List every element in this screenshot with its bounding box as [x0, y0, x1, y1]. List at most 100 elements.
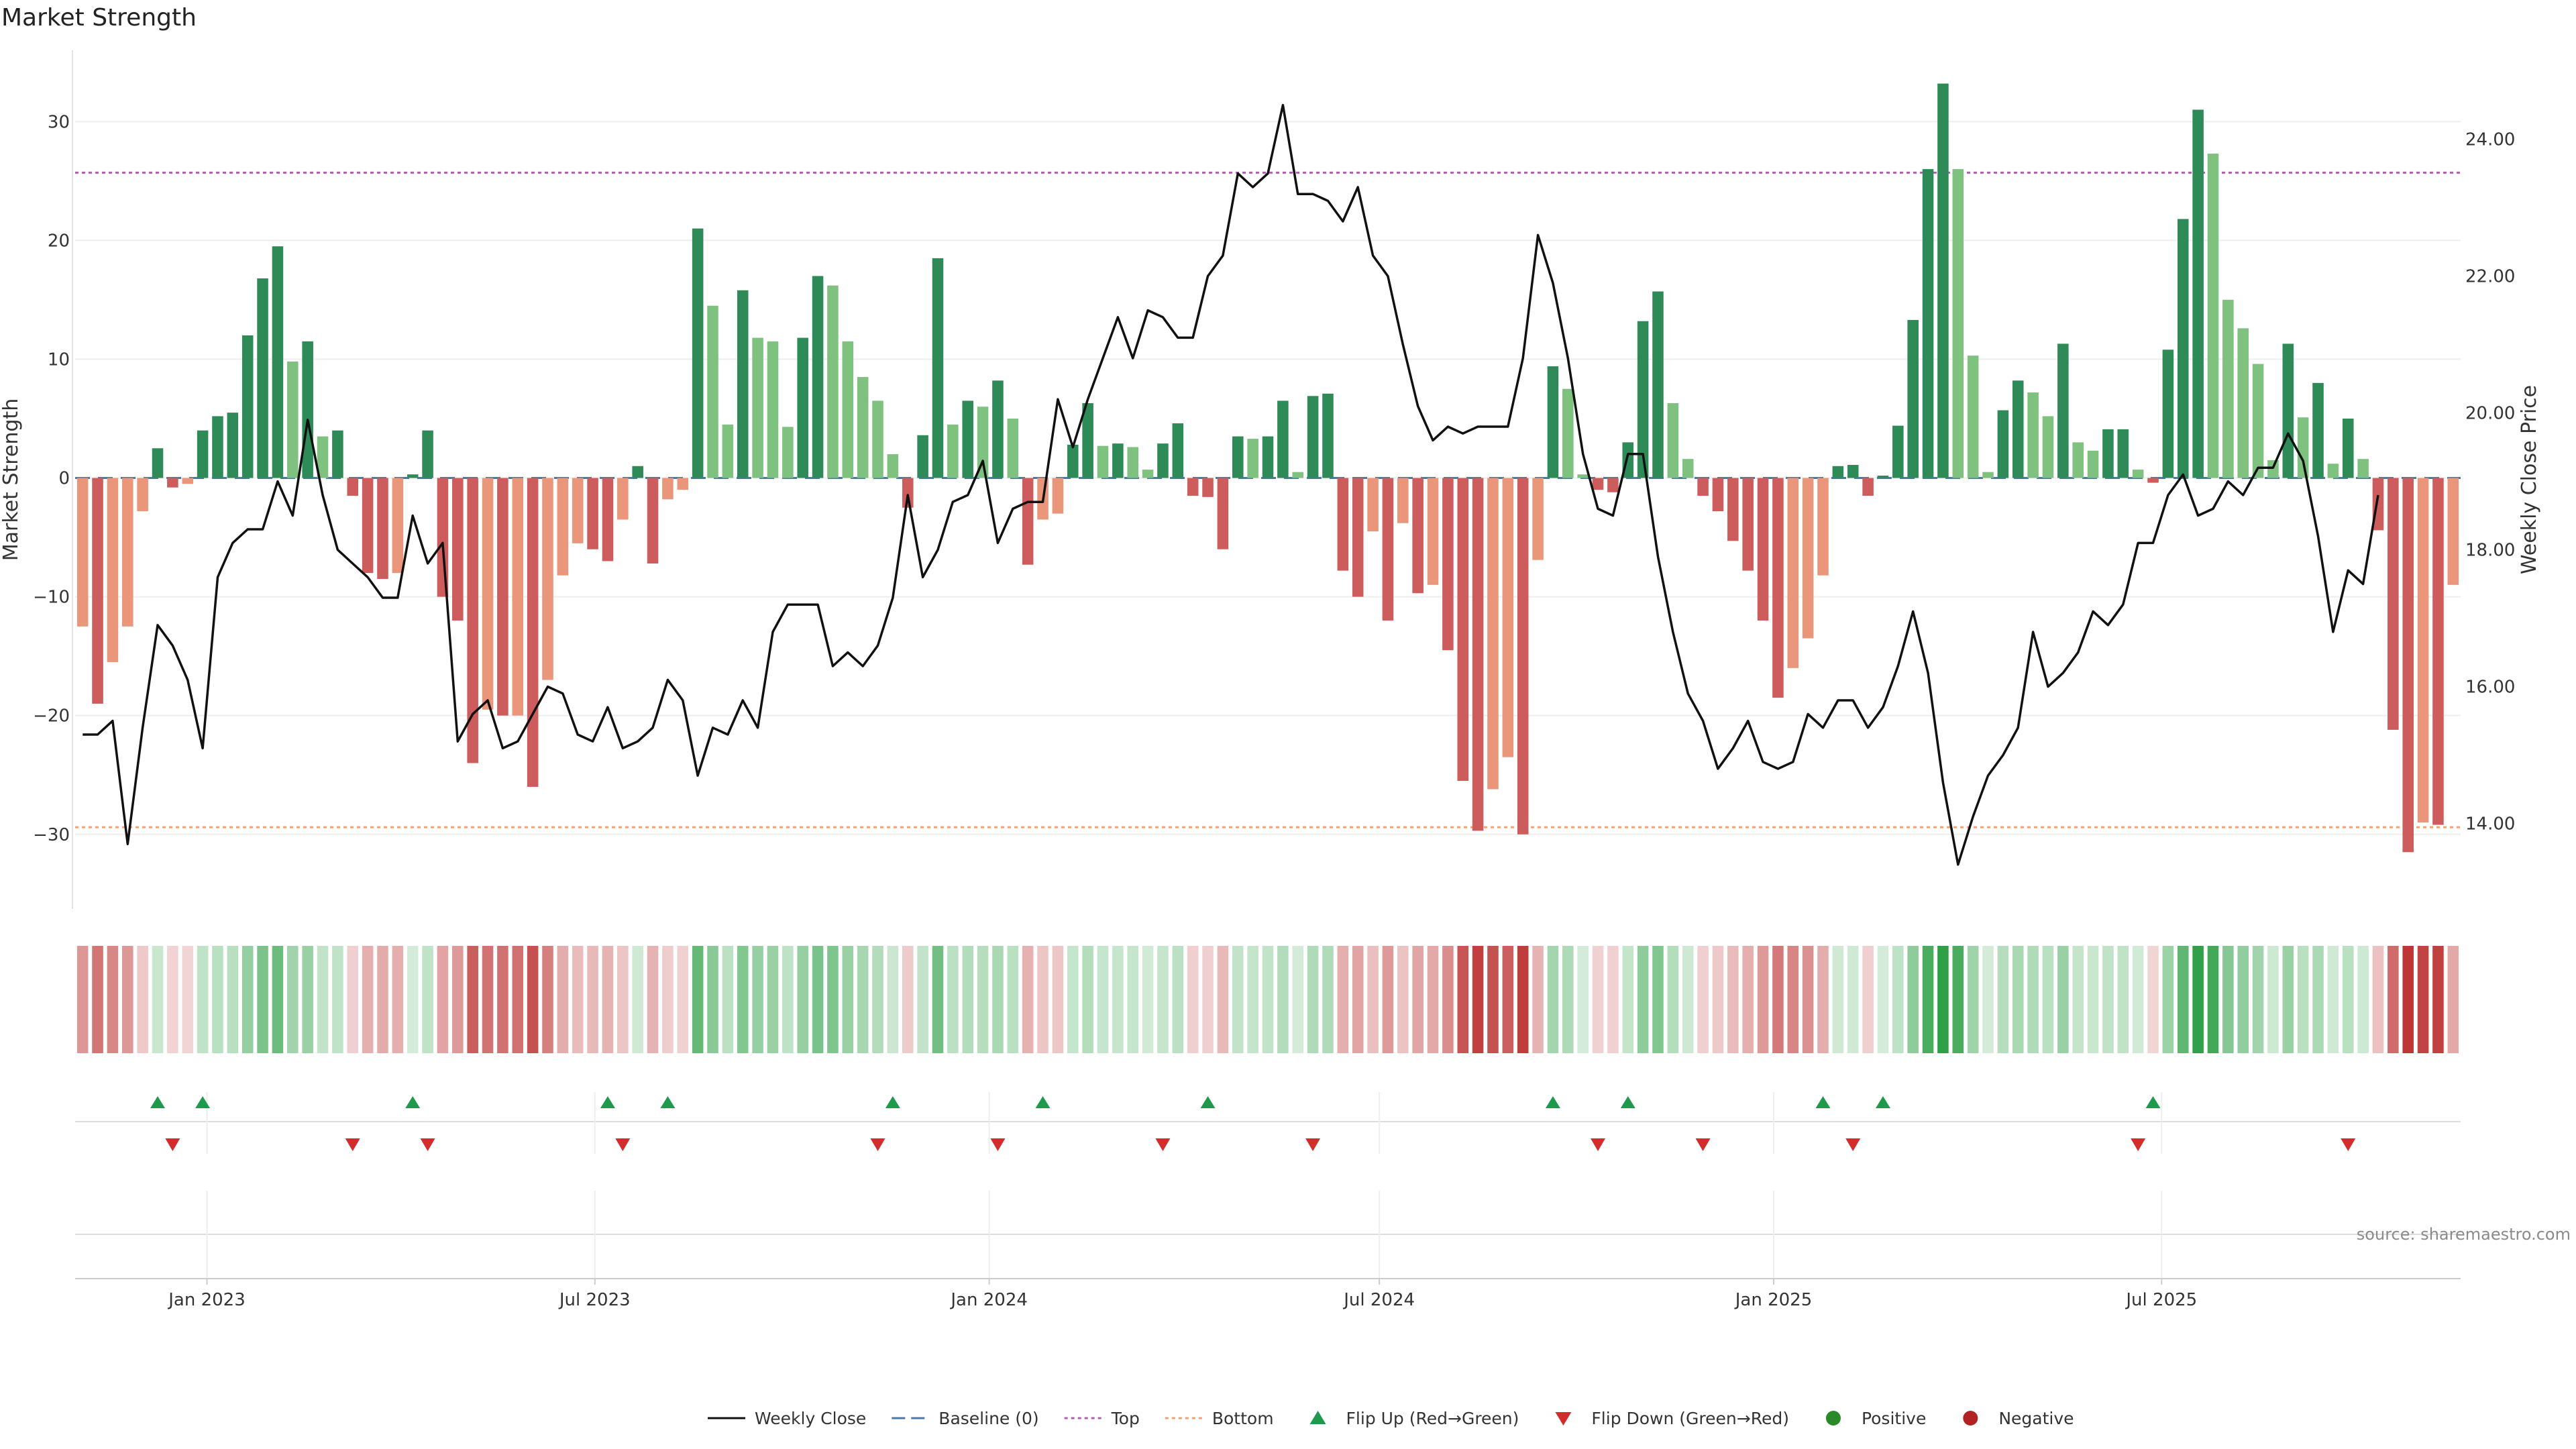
heat-cell [572, 946, 584, 1053]
heat-cell [2237, 946, 2249, 1053]
y-tick-label: 30 [48, 112, 70, 132]
heat-cell [1697, 946, 1709, 1053]
heat-cell [422, 946, 433, 1053]
heat-cell [782, 946, 794, 1053]
strength-bar [2087, 450, 2099, 478]
heat-cell [1967, 946, 1979, 1053]
strength-bar [1517, 478, 1529, 835]
strength-bar [2447, 478, 2459, 585]
flip-up-marker [195, 1096, 211, 1108]
heat-cell [2162, 946, 2174, 1053]
heat-cell [362, 946, 374, 1053]
heat-cell [2072, 946, 2084, 1053]
strength-bar [602, 478, 614, 561]
strength-bar [707, 305, 718, 478]
x-tick-label: Jul 2025 [2125, 1290, 2197, 1310]
y2-tick-label: 14.00 [2465, 814, 2515, 835]
heat-cell [737, 946, 749, 1053]
x-tick-label: Jan 2024 [949, 1290, 1028, 1310]
heat-cell [902, 946, 914, 1053]
flip-down-marker [990, 1138, 1006, 1151]
strength-bar [302, 341, 313, 478]
legend-label: Flip Down (Green→Red) [1591, 1409, 1789, 1428]
heat-cell [2207, 946, 2219, 1053]
strength-bar [692, 228, 704, 478]
heat-cell [347, 946, 359, 1053]
strength-bar [332, 430, 343, 478]
strength-bar [1457, 478, 1469, 782]
heat-cell [1562, 946, 1574, 1053]
heat-cell [722, 946, 734, 1053]
heat-cell [962, 946, 973, 1053]
strength-bar [1952, 169, 1964, 478]
heat-cell [452, 946, 464, 1053]
y-axis-label: Market Strength [0, 398, 23, 561]
heat-cell [1907, 946, 1919, 1053]
strength-bar [617, 478, 629, 520]
legend-label: Negative [1998, 1409, 2074, 1428]
strength-bar [137, 478, 148, 512]
heat-cell [1412, 946, 1424, 1053]
heat-cell [122, 946, 133, 1053]
strength-bar [1922, 169, 1934, 478]
strength-bar [737, 290, 749, 478]
strength-bar [1547, 366, 1559, 478]
strength-bar [182, 478, 194, 484]
heat-cell [1037, 946, 1049, 1053]
x-tick-label: Jul 2023 [558, 1290, 631, 1310]
strength-bar [1877, 475, 1889, 478]
strength-bar [92, 478, 103, 704]
legend-label: Baseline (0) [938, 1409, 1038, 1428]
axes: 30 20 10 0 −10 −20 −30 24.00 22.00 20.00 18.00 16.0… [33, 50, 2515, 909]
heat-cell [1862, 946, 1874, 1053]
strength-bar [1937, 83, 1949, 478]
strength-bar [1127, 447, 1138, 478]
strength-bar [377, 478, 388, 580]
strength-bar [2042, 416, 2054, 478]
heat-cell [872, 946, 883, 1053]
strength-bar [1112, 443, 1124, 478]
strength-bar [512, 478, 524, 716]
strength-bar [257, 278, 268, 478]
strength-bar [1802, 478, 1814, 639]
strength-bar [1187, 478, 1199, 496]
strength-bar [2237, 328, 2249, 478]
flip-up-marker [2145, 1096, 2161, 1108]
strength-bar [1712, 478, 1724, 512]
heat-cell [1337, 946, 1349, 1053]
heat-cell [1157, 946, 1169, 1053]
strength-bar [1967, 356, 1979, 478]
heat-cell [752, 946, 763, 1053]
strength-bar [1442, 478, 1454, 651]
heat-cell [241, 946, 254, 1053]
strength-bar [2282, 343, 2294, 478]
strength-bar [167, 478, 178, 488]
strength-bar [1892, 425, 1904, 478]
flip-down-marker [1155, 1138, 1171, 1151]
y2-tick-label: 22.00 [2465, 267, 2515, 287]
strength-bar [647, 478, 659, 564]
strength-bar [1787, 478, 1799, 668]
heat-cell [1787, 946, 1799, 1053]
heat-cell [602, 946, 614, 1053]
strength-bar [1532, 478, 1544, 560]
heat-cell [2357, 946, 2369, 1053]
heat-cell [1877, 946, 1889, 1053]
flip-up-marker [1200, 1096, 1216, 1108]
y2-tick-label: 20.00 [2465, 404, 2515, 424]
strength-bar [152, 448, 164, 478]
heat-cell [302, 946, 313, 1053]
strength-bar [1487, 478, 1499, 790]
x-axis: Jan 2023 Jul 2023 Jan 2024 Jul 2024 Jan 2025… [75, 1278, 2461, 1310]
heat-cell [167, 946, 178, 1053]
heat-cell [1592, 946, 1604, 1053]
strength-bar [662, 478, 674, 500]
heat-cell [1727, 946, 1739, 1053]
strength-bar [227, 413, 239, 478]
heat-cell [1817, 946, 1829, 1053]
x-tick-label: Jan 2025 [1734, 1290, 1813, 1310]
heat-cell [917, 946, 928, 1053]
strength-bar [1742, 478, 1754, 571]
heat-cell [2057, 946, 2069, 1053]
strength-bar [1202, 478, 1214, 497]
